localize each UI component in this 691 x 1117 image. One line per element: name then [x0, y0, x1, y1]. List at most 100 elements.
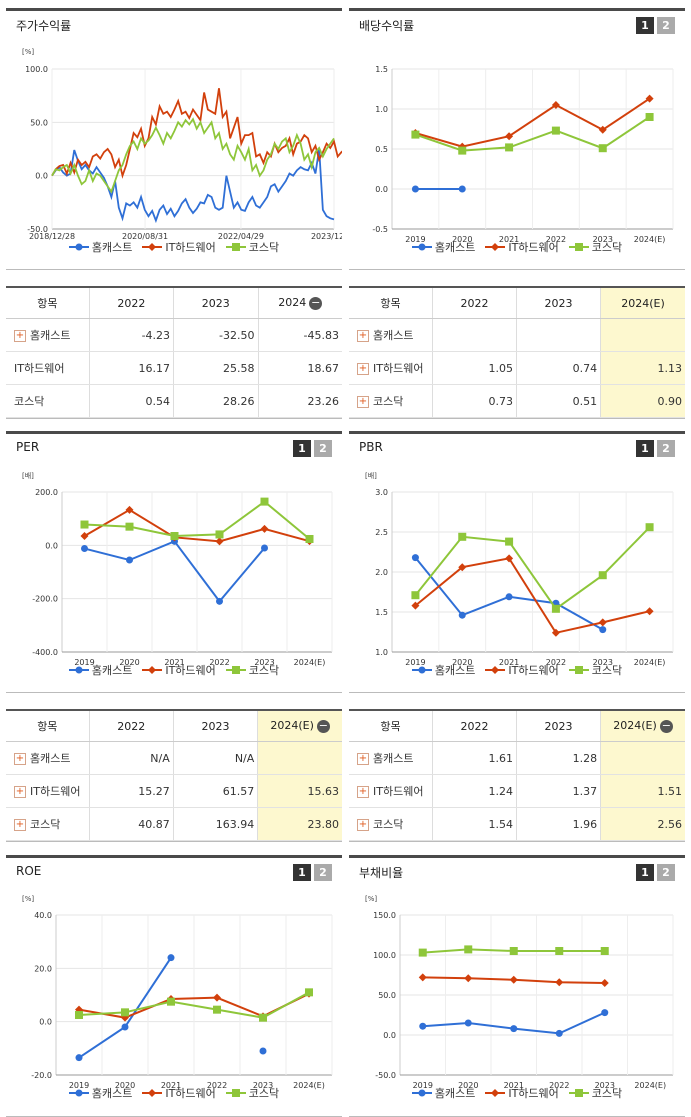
legend-item[interactable]: 홈캐스트: [411, 1085, 475, 1101]
view-2-button[interactable]: 2: [314, 440, 332, 457]
view-1-button[interactable]: 1: [293, 864, 311, 881]
legend-item[interactable]: IT하드웨어: [142, 662, 216, 678]
legend: 홈캐스트 IT하드웨어 코스닥: [349, 662, 685, 678]
data-point: [464, 974, 473, 983]
legend-item[interactable]: 홈캐스트: [411, 662, 475, 678]
expand-icon[interactable]: +: [357, 819, 369, 831]
y-tick-label: -400.0: [32, 648, 58, 657]
data-point: [551, 628, 560, 637]
cell-value: 25.58: [223, 361, 255, 375]
data-point: [645, 607, 654, 616]
legend-item[interactable]: 홈캐스트: [68, 662, 132, 678]
collapse-icon[interactable]: −: [316, 718, 330, 733]
x-tick-label: 2023: [595, 1081, 615, 1090]
column-header: 2022: [460, 719, 489, 733]
view-1-button[interactable]: 1: [636, 440, 654, 457]
x-tick-label: 2023: [593, 235, 613, 244]
collapse-icon[interactable]: −: [659, 718, 673, 733]
legend-item[interactable]: 홈캐스트: [68, 239, 132, 255]
x-tick-label: 2022: [549, 1081, 569, 1090]
data-point: [555, 978, 564, 987]
data-point: [458, 146, 467, 155]
y-tick-label: 100.0: [25, 65, 48, 74]
data-point: [458, 563, 467, 572]
view-2-button[interactable]: 2: [657, 440, 675, 457]
row-label: 홈캐스트: [30, 329, 71, 342]
view-2-button[interactable]: 2: [657, 864, 675, 881]
cell-value: 23.26: [307, 394, 340, 408]
legend-item[interactable]: 코스닥: [568, 662, 622, 678]
table-row: + 홈캐스트 N/A N/A: [6, 741, 342, 775]
y-tick-label: -0.5: [372, 225, 388, 234]
expand-icon[interactable]: +: [357, 330, 369, 342]
series-line: [51, 148, 335, 224]
y-tick-label: 0.0: [375, 185, 388, 194]
table-row: + 홈캐스트 1.61 1.28: [349, 741, 685, 775]
data-point: [80, 532, 89, 540]
chart-pbr: 3.0 2.5 2.0 1.5 1.0 2019 2020 2021 2022 2023 2024(…: [375, 488, 674, 667]
view-1-button[interactable]: 1: [636, 17, 654, 34]
legend-item[interactable]: 코스닥: [568, 1085, 622, 1101]
row-label: IT하드웨어: [30, 785, 81, 798]
legend-item[interactable]: 코스닥: [225, 239, 279, 255]
expand-icon[interactable]: +: [357, 363, 369, 375]
data-point: [645, 523, 654, 532]
legend-item[interactable]: IT하드웨어: [485, 1085, 559, 1101]
x-tick-label: 2020/08/31: [122, 232, 168, 241]
data-point: [305, 534, 314, 543]
expand-icon[interactable]: +: [357, 396, 369, 408]
legend-item[interactable]: 홈캐스트: [68, 1085, 132, 1101]
data-point: [167, 997, 175, 1006]
legend-item[interactable]: IT하드웨어: [485, 239, 559, 255]
cell-value: 2.56: [657, 817, 683, 831]
legend-item[interactable]: 코스닥: [225, 662, 279, 678]
column-header: 2024(E): [613, 719, 657, 733]
legend-item[interactable]: 홈캐스트: [411, 239, 476, 255]
column-header: 2024(E): [270, 719, 314, 733]
legend-item[interactable]: IT하드웨어: [142, 239, 216, 255]
row-label: 홈캐스트: [30, 752, 71, 765]
legend-swatch: [68, 243, 89, 251]
row-label: 코스닥: [373, 395, 404, 408]
expand-icon[interactable]: +: [357, 786, 369, 798]
table-row: IT하드웨어 16.17 25.58 18.67: [6, 351, 342, 385]
view-1-button[interactable]: 1: [636, 864, 654, 881]
legend-label: 홈캐스트: [434, 241, 476, 254]
y-tick-label: -20.0: [31, 1071, 52, 1080]
expand-icon[interactable]: +: [14, 753, 26, 765]
column-header: 항목: [37, 297, 58, 310]
legend-item[interactable]: 코스닥: [225, 1085, 279, 1101]
view-2-button[interactable]: 2: [657, 17, 675, 34]
table-row: + 코스닥 0.73 0.51 0.90: [349, 384, 685, 418]
data-point: [464, 1019, 472, 1027]
y-tick-label: 150.0: [373, 911, 396, 920]
legend-item[interactable]: 코스닥: [568, 239, 622, 255]
legend-label: IT하드웨어: [508, 1087, 559, 1100]
data-point: [645, 113, 654, 121]
data-point: [600, 979, 609, 987]
view-1-button[interactable]: 1: [293, 440, 311, 457]
x-tick-label: 2019: [405, 658, 425, 667]
data-point: [121, 1023, 129, 1031]
legend-item[interactable]: IT하드웨어: [142, 1085, 216, 1101]
data-point: [598, 571, 607, 580]
row-label: IT하드웨어: [373, 785, 424, 798]
cell-value: -32.50: [219, 328, 255, 342]
cell-value: 1.37: [572, 784, 598, 798]
x-tick-label: 2020: [119, 658, 139, 667]
legend-swatch: [142, 1089, 163, 1097]
expand-icon[interactable]: +: [357, 753, 369, 765]
data-point: [419, 1022, 427, 1030]
expand-icon[interactable]: +: [14, 819, 26, 831]
row-label: 코스닥: [14, 395, 45, 408]
legend-swatch: [485, 243, 506, 251]
panel-div: 배당수익률 1 2 1.5 1.0 0.5 0.0 -0.5 2019 2020 2021 2022 2…: [349, 8, 685, 270]
expand-icon[interactable]: +: [14, 786, 26, 798]
collapse-icon[interactable]: −: [309, 295, 323, 310]
expand-icon[interactable]: +: [14, 330, 26, 342]
legend-item[interactable]: IT하드웨어: [485, 662, 559, 678]
chart-per: 200.0 0.0 -200.0 -400.0 2019 2020 2021 2022 2023…: [32, 488, 333, 667]
view-2-button[interactable]: 2: [314, 864, 332, 881]
data-point: [505, 554, 514, 563]
legend-label: IT하드웨어: [165, 1087, 216, 1100]
